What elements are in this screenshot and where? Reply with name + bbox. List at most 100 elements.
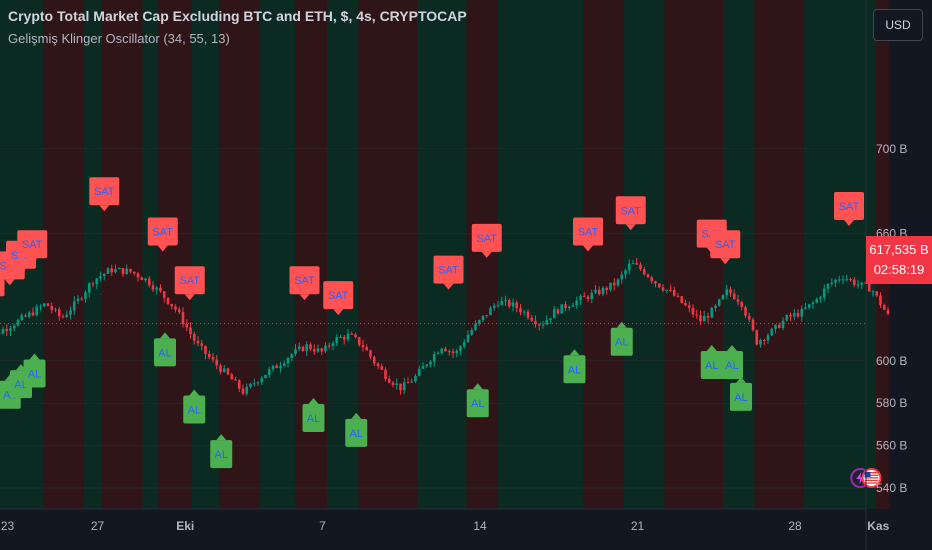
candle-body	[860, 282, 864, 285]
candle-body	[477, 320, 481, 324]
candle-body	[5, 329, 9, 331]
event-icons[interactable]	[850, 468, 932, 488]
band-green-21	[804, 0, 831, 509]
candle-body	[357, 337, 361, 345]
sell-label-text: SAT	[179, 275, 200, 287]
candle-body	[136, 273, 140, 278]
buy-label-pointer	[727, 345, 737, 352]
sell-label-pointer	[333, 309, 344, 316]
candle-body	[624, 270, 627, 275]
candle-body	[781, 320, 785, 328]
candle-body	[192, 334, 196, 341]
candle-body	[16, 319, 20, 326]
candle-body	[526, 311, 530, 318]
candle-body	[597, 289, 601, 295]
candle-body	[331, 343, 335, 346]
candle-body	[451, 351, 455, 354]
sell-signal-4[interactable]: SAT	[89, 177, 120, 212]
buy-signal-21[interactable]: AL	[183, 389, 206, 424]
sell-signal-3[interactable]: SAT	[17, 230, 48, 265]
buy-signal-27[interactable]: AL	[610, 321, 633, 356]
sell-signal-10[interactable]: SAT	[471, 223, 502, 258]
candle-body	[594, 289, 597, 293]
sell-label-text: SAT	[152, 226, 173, 238]
buy-label-box	[730, 382, 752, 411]
candle-body	[410, 381, 414, 383]
candle-body	[24, 315, 27, 317]
candle-body	[185, 324, 189, 328]
us-flag-icon[interactable]	[861, 468, 882, 488]
sell-signal-5[interactable]: SAT	[147, 217, 178, 252]
price-tick-540: 540 B	[876, 481, 907, 495]
buy-signal-26[interactable]: AL	[563, 349, 586, 384]
candle-body	[177, 309, 181, 312]
candle-body	[365, 347, 369, 351]
sell-signal-11[interactable]: SAT	[573, 217, 603, 252]
candle-body	[200, 343, 204, 346]
sell-signal-8[interactable]: SAT	[323, 281, 354, 316]
candle-body	[399, 383, 402, 391]
time-tick-28: 28	[788, 519, 802, 533]
buy-signal-28[interactable]: AL	[700, 345, 723, 380]
candle-body	[875, 291, 879, 296]
candle-body	[102, 273, 106, 277]
candle-body	[462, 342, 466, 347]
band-green-17	[624, 0, 665, 509]
sell-label-pointer	[625, 224, 636, 231]
buy-label-text: AL	[307, 413, 320, 425]
candle-body	[151, 285, 155, 290]
time-axis[interactable]: 2327Eki7142128Kas5	[1, 519, 932, 533]
band-red-2	[43, 0, 84, 509]
buy-signal-30[interactable]: AL	[730, 376, 752, 411]
buy-signal-20[interactable]: AL	[154, 332, 176, 367]
buy-signal-24[interactable]: AL	[345, 412, 368, 447]
candle-body	[174, 306, 177, 310]
currency-button[interactable]: USD	[873, 9, 923, 41]
candle-body	[702, 316, 706, 322]
band-red-4	[102, 0, 143, 509]
candle-body	[237, 380, 241, 389]
candle-body	[309, 344, 312, 350]
buy-signal-19[interactable]: AL	[23, 353, 46, 388]
candle-body	[590, 292, 594, 300]
sell-signal-14[interactable]: SAT	[710, 230, 741, 265]
candle-body	[571, 305, 575, 307]
band-red-10	[295, 0, 327, 509]
sell-signal-15[interactable]: SAT	[834, 192, 864, 227]
buy-label-box	[563, 355, 586, 384]
sell-signal-7[interactable]: SAT	[289, 266, 320, 301]
candle-body	[65, 314, 69, 318]
candle-body	[275, 365, 279, 369]
sell-signal-6[interactable]: SAT	[174, 266, 205, 301]
band-red-12	[358, 0, 417, 509]
sell-signal-12[interactable]: SAT	[615, 196, 646, 231]
buy-label-pointer	[351, 412, 362, 419]
chart-title: Crypto Total Market Cap Excluding BTC an…	[8, 8, 467, 24]
band-green-5	[142, 0, 159, 509]
buy-label-text: AL	[215, 449, 228, 461]
buy-label-pointer	[472, 383, 483, 390]
candle-body	[230, 374, 234, 380]
buy-signal-22[interactable]: AL	[210, 434, 233, 469]
candle-body	[691, 307, 695, 315]
buy-label-box	[700, 351, 723, 380]
sell-signal-9[interactable]: SAT	[433, 255, 464, 290]
sell-label-pointer	[844, 220, 854, 227]
buy-signal-25[interactable]: AL	[466, 383, 489, 418]
candle-body	[605, 287, 609, 290]
indicator-label[interactable]: Gelişmiş Klinger Oscillator (34, 55, 13)	[8, 31, 230, 46]
sell-label-box	[573, 217, 603, 246]
candle-body	[552, 309, 556, 319]
candle-body	[350, 333, 354, 335]
sell-label-box	[89, 177, 120, 206]
buy-signal-23[interactable]: AL	[302, 398, 325, 433]
candle-body	[106, 268, 110, 274]
candle-body	[369, 350, 372, 357]
buy-label-box	[23, 359, 46, 388]
candle-body	[54, 309, 57, 311]
candle-body	[117, 268, 121, 270]
candle-body	[129, 268, 132, 272]
candle-body	[144, 278, 147, 281]
buy-signal-29[interactable]: AL	[721, 345, 743, 380]
